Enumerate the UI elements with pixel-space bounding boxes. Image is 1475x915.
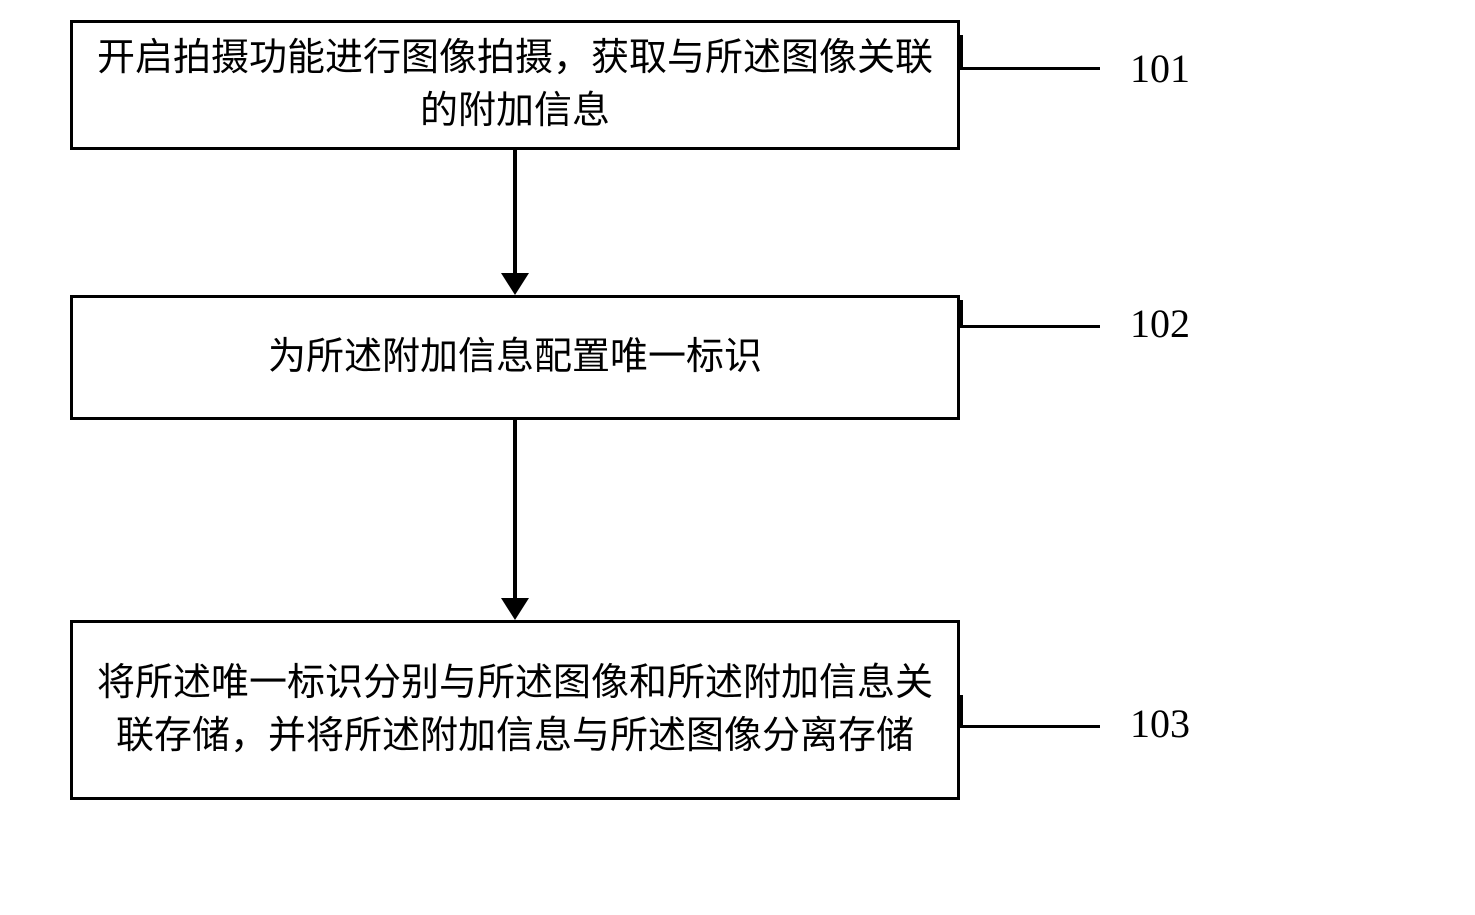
label-connector-2-v	[960, 300, 963, 328]
label-103: 103	[1130, 700, 1190, 747]
box-1-text: 开启拍摄功能进行图像拍摄，获取与所述图像关联的附加信息	[93, 32, 937, 138]
label-connector-1-v	[960, 35, 963, 70]
label-connector-2-h	[960, 325, 1100, 328]
box-2-text: 为所述附加信息配置唯一标识	[268, 331, 762, 384]
label-connector-1-h	[960, 67, 1100, 70]
arrow-1-line	[513, 150, 517, 275]
label-101: 101	[1130, 45, 1190, 92]
flowchart-box-3: 将所述唯一标识分别与所述图像和所述附加信息关联存储，并将所述附加信息与所述图像分…	[70, 620, 960, 800]
flowchart-box-1: 开启拍摄功能进行图像拍摄，获取与所述图像关联的附加信息	[70, 20, 960, 150]
box-3-text: 将所述唯一标识分别与所述图像和所述附加信息关联存储，并将所述附加信息与所述图像分…	[93, 657, 937, 763]
flowchart-container: 开启拍摄功能进行图像拍摄，获取与所述图像关联的附加信息 101 为所述附加信息配…	[0, 0, 1475, 915]
arrow-2-head	[501, 598, 529, 620]
arrow-1-head	[501, 273, 529, 295]
arrow-2-line	[513, 420, 517, 600]
flowchart-box-2: 为所述附加信息配置唯一标识	[70, 295, 960, 420]
label-connector-3-v	[960, 695, 963, 728]
label-connector-3-h	[960, 725, 1100, 728]
label-102: 102	[1130, 300, 1190, 347]
